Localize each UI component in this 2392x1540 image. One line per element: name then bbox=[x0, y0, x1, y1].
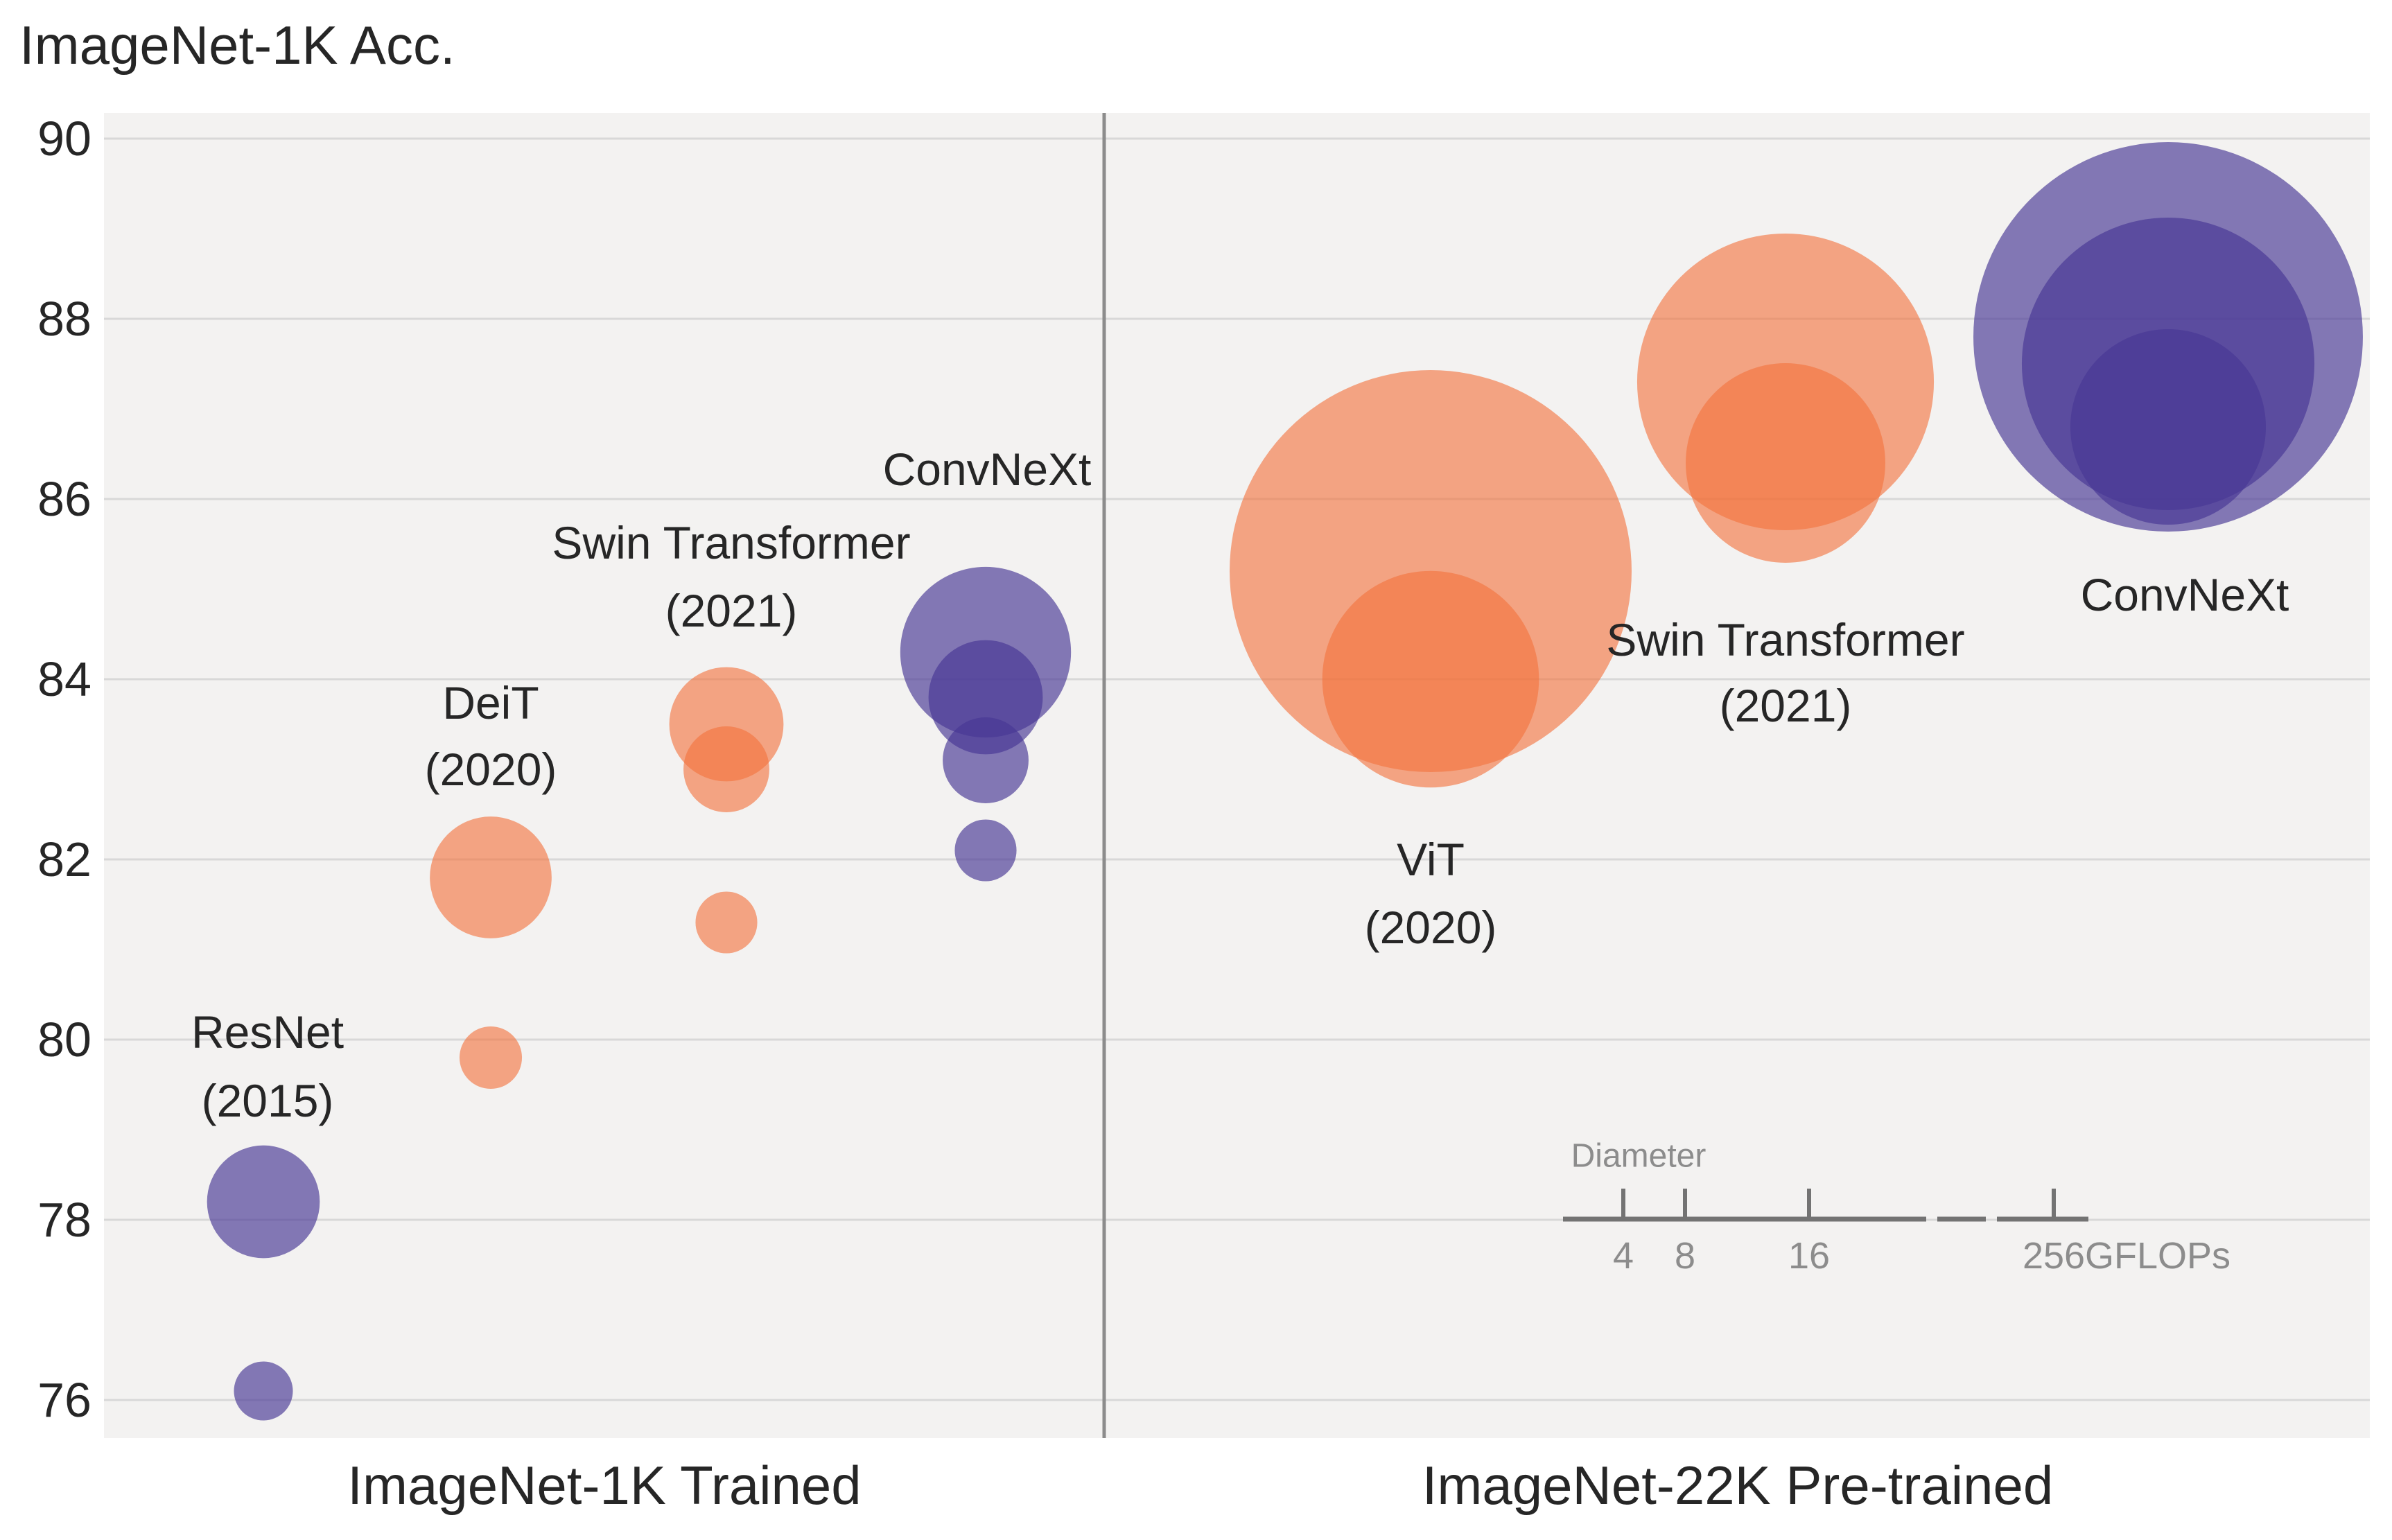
series-label-convnext-22k-line1: ConvNeXt bbox=[2081, 569, 2289, 620]
series-label-swin-transformer-2021-1k-line2: (2021) bbox=[665, 585, 798, 636]
bubble-swin-transformer-2021-1k-acc-81.3 bbox=[695, 891, 758, 954]
bubble-deit-2020-acc-81.8 bbox=[430, 816, 552, 938]
size-legend-tick-label-16: 16 bbox=[1788, 1235, 1830, 1277]
y-tick-label-82: 82 bbox=[37, 832, 91, 886]
size-legend-title: Diameter bbox=[1571, 1138, 1706, 1175]
size-legend-tick-label-256: 256 bbox=[2023, 1235, 2085, 1277]
x-axis-label-right-panel: ImageNet-22K Pre-trained bbox=[1422, 1455, 2053, 1516]
size-legend-tick-label-4: 4 bbox=[1613, 1235, 1634, 1277]
series-label-resnet-2015-line2: (2015) bbox=[202, 1075, 334, 1126]
bubble-convnext-1k-acc-83.8 bbox=[928, 640, 1043, 755]
y-tick-label-80: 80 bbox=[37, 1013, 91, 1067]
series-label-deit-2020-line2: (2020) bbox=[425, 744, 557, 795]
series-label-vit-2020-line1: ViT bbox=[1397, 834, 1465, 885]
bubble-convnext-1k-acc-82.1 bbox=[954, 819, 1017, 882]
bubble-swin-transformer-2021-1k-acc-83 bbox=[683, 726, 769, 812]
series-label-swin-transformer-2021-22k-line2: (2021) bbox=[1720, 680, 1852, 731]
series-label-convnext-1k-line1: ConvNeXt bbox=[883, 444, 1092, 495]
chart-title: ImageNet-1K Acc. bbox=[19, 15, 455, 76]
size-legend-tick-label-8: 8 bbox=[1675, 1235, 1695, 1277]
series-label-swin-transformer-2021-1k-line1: Swin Transformer bbox=[552, 517, 910, 568]
x-axis-label-left-panel: ImageNet-1K Trained bbox=[347, 1455, 861, 1516]
bubble-convnext-1k-acc-83.1 bbox=[943, 717, 1029, 803]
y-tick-label-78: 78 bbox=[37, 1193, 91, 1247]
series-label-resnet-2015-line1: ResNet bbox=[191, 1006, 344, 1058]
series-label-swin-transformer-2021-22k-line1: Swin Transformer bbox=[1606, 614, 1964, 665]
y-tick-label-90: 90 bbox=[37, 112, 91, 166]
bubble-resnet-2015-acc-78.2 bbox=[207, 1145, 320, 1259]
plot-root: 90 88 86 84 82 80 78 76 ResNet (2015) DeiT (2020) Sw… bbox=[37, 112, 2370, 1438]
series-label-deit-2020-line1: DeiT bbox=[442, 677, 539, 728]
y-tick-label-84: 84 bbox=[37, 652, 91, 706]
bubble-swin-transformer-2021-22k-acc-86.4 bbox=[1686, 363, 1885, 563]
y-tick-label-86: 86 bbox=[37, 472, 91, 526]
y-tick-label-88: 88 bbox=[37, 292, 91, 346]
y-tick-label-76: 76 bbox=[37, 1373, 91, 1427]
bubble-vit-2020-acc-84 bbox=[1322, 570, 1539, 788]
bubble-convnext-22k-acc-86.8 bbox=[2070, 329, 2267, 525]
bubble-resnet-2015-acc-76.1 bbox=[234, 1361, 293, 1421]
series-label-vit-2020-line2: (2020) bbox=[1365, 902, 1497, 953]
bubble-deit-2020-acc-79.8 bbox=[459, 1026, 523, 1090]
size-legend-unit: GFLOPs bbox=[2085, 1235, 2231, 1277]
